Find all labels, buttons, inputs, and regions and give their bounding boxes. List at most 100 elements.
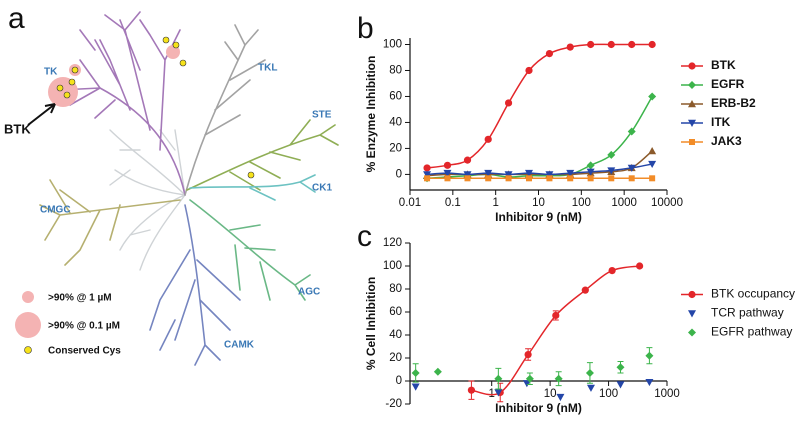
y-tick-label: 100 bbox=[383, 260, 402, 272]
marker bbox=[525, 175, 532, 182]
marker bbox=[628, 175, 635, 182]
marker bbox=[433, 367, 442, 376]
marker bbox=[616, 381, 625, 389]
marker bbox=[586, 161, 595, 170]
legend-marker bbox=[688, 290, 696, 299]
marker bbox=[467, 386, 476, 394]
legend-label: BTK occupancy bbox=[711, 287, 795, 301]
legend-marker bbox=[688, 62, 696, 70]
marker bbox=[443, 161, 452, 169]
legend-label: EGFR pathway bbox=[711, 325, 792, 339]
group-label: AGC bbox=[298, 287, 320, 298]
marker bbox=[645, 378, 654, 387]
marker bbox=[411, 383, 420, 391]
marker bbox=[484, 135, 492, 143]
marker bbox=[554, 374, 563, 383]
legend-swatch bbox=[15, 312, 41, 338]
kinome-tree bbox=[39, 11, 339, 366]
marker bbox=[463, 171, 472, 179]
marker bbox=[545, 49, 554, 58]
marker bbox=[649, 175, 656, 182]
y-tick-label: 40 bbox=[389, 329, 402, 341]
legend-label: BTK bbox=[711, 58, 736, 72]
y-tick-label: 80 bbox=[389, 65, 402, 77]
marker bbox=[607, 167, 616, 175]
marker bbox=[411, 368, 420, 377]
legend-marker bbox=[688, 119, 696, 127]
y-tick-label: -20 bbox=[385, 398, 402, 410]
legend-marker bbox=[688, 328, 696, 337]
marker bbox=[586, 384, 595, 392]
marker bbox=[463, 156, 472, 164]
marker bbox=[648, 40, 656, 49]
legend-swatch bbox=[24, 346, 32, 354]
series-line bbox=[426, 163, 653, 176]
legend-label: EGFR bbox=[711, 77, 745, 91]
x-tick-label: 1 bbox=[492, 197, 498, 209]
group-label: TK bbox=[44, 67, 58, 78]
highlight-label: BTK bbox=[4, 121, 31, 136]
marker bbox=[494, 389, 503, 397]
marker bbox=[566, 43, 574, 51]
marker bbox=[607, 150, 616, 159]
marker bbox=[607, 40, 615, 49]
marker bbox=[608, 267, 616, 275]
y-axis-label: % Enzyme Inhibition bbox=[364, 56, 378, 173]
marker bbox=[585, 368, 594, 377]
marker bbox=[648, 160, 657, 169]
marker bbox=[628, 40, 636, 49]
marker bbox=[525, 374, 534, 383]
marker bbox=[423, 171, 432, 179]
marker bbox=[636, 262, 644, 270]
marker bbox=[522, 380, 531, 388]
marker bbox=[581, 286, 589, 294]
x-tick-label: 10 bbox=[544, 388, 557, 400]
bubble-small bbox=[166, 45, 180, 59]
y-axis-label: % Cell Inhibition bbox=[364, 277, 378, 370]
marker bbox=[505, 175, 512, 182]
y-tick-label: 80 bbox=[389, 283, 402, 295]
marker bbox=[524, 169, 533, 178]
marker bbox=[545, 171, 554, 179]
legend-marker bbox=[689, 139, 695, 145]
legend-label: JAK3 bbox=[711, 134, 742, 148]
series-line bbox=[426, 96, 653, 180]
kinome-markers bbox=[27, 36, 255, 179]
y-tick-label: 60 bbox=[389, 90, 402, 102]
marker bbox=[645, 351, 654, 360]
legend-label: Conserved Cys bbox=[48, 346, 121, 357]
marker bbox=[525, 66, 533, 75]
x-tick-label: 100 bbox=[572, 197, 591, 209]
legend-swatch bbox=[22, 291, 34, 303]
x-tick-label: 10 bbox=[532, 197, 545, 209]
y-tick-label: 40 bbox=[389, 116, 402, 128]
x-axis-label: Inhibitor 9 (nM) bbox=[495, 401, 582, 415]
marker bbox=[464, 175, 471, 182]
marker bbox=[484, 169, 493, 178]
y-tick-label: 60 bbox=[389, 306, 402, 318]
marker bbox=[444, 175, 451, 182]
group-label: STE bbox=[312, 110, 332, 121]
legend-label: >90% @ 0.1 µM bbox=[48, 321, 120, 332]
group-label: CAMK bbox=[224, 340, 255, 351]
legend-label: TCR pathway bbox=[711, 306, 784, 320]
x-tick-label: 100 bbox=[599, 388, 618, 400]
legend-marker bbox=[688, 100, 696, 108]
group-label: CK1 bbox=[312, 183, 332, 194]
x-tick-label: 10000 bbox=[651, 197, 683, 209]
marker bbox=[556, 393, 565, 402]
panel-label: c bbox=[357, 220, 372, 253]
y-tick-label: 100 bbox=[383, 39, 402, 51]
marker bbox=[627, 164, 636, 172]
marker bbox=[443, 169, 452, 178]
marker bbox=[504, 99, 513, 107]
marker bbox=[608, 175, 615, 182]
series-line bbox=[471, 265, 640, 396]
marker bbox=[616, 363, 625, 372]
marker bbox=[552, 311, 560, 320]
y-tick-label: 120 bbox=[383, 237, 402, 249]
arrow bbox=[27, 103, 56, 126]
marker bbox=[524, 350, 532, 359]
x-tick-label: 0.1 bbox=[445, 197, 461, 209]
